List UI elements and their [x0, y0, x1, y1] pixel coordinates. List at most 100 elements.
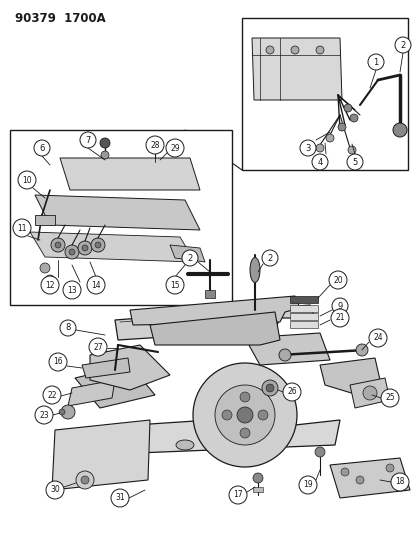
Circle shape — [45, 275, 55, 285]
Circle shape — [368, 329, 386, 347]
Polygon shape — [52, 420, 150, 490]
Circle shape — [89, 338, 107, 356]
Circle shape — [298, 476, 316, 494]
Polygon shape — [170, 245, 204, 262]
Text: 12: 12 — [45, 280, 55, 289]
Circle shape — [349, 114, 357, 122]
Circle shape — [355, 344, 367, 356]
Circle shape — [315, 144, 323, 152]
Text: 2: 2 — [399, 41, 405, 50]
Text: 21: 21 — [335, 313, 344, 322]
Text: 8: 8 — [65, 324, 71, 333]
Circle shape — [166, 276, 183, 294]
Circle shape — [315, 46, 323, 54]
Text: 26: 26 — [287, 387, 296, 397]
Circle shape — [282, 383, 300, 401]
Circle shape — [76, 471, 94, 489]
Circle shape — [101, 151, 109, 159]
Text: 28: 28 — [150, 141, 159, 149]
Circle shape — [278, 349, 290, 361]
Circle shape — [81, 476, 89, 484]
Bar — [10, 130, 231, 305]
Circle shape — [330, 309, 348, 327]
Circle shape — [311, 154, 327, 170]
Circle shape — [82, 245, 88, 251]
Polygon shape — [244, 333, 329, 365]
Circle shape — [100, 138, 110, 148]
Circle shape — [80, 132, 96, 148]
Polygon shape — [115, 305, 314, 340]
Text: 25: 25 — [384, 393, 394, 402]
Circle shape — [35, 406, 53, 424]
Polygon shape — [75, 365, 154, 408]
Text: 29: 29 — [170, 143, 179, 152]
Circle shape — [51, 238, 65, 252]
Circle shape — [392, 123, 406, 137]
Circle shape — [146, 136, 164, 154]
Polygon shape — [252, 38, 341, 100]
Circle shape — [192, 363, 296, 467]
Bar — [242, 18, 407, 170]
Bar — [252, 487, 262, 492]
Text: 6: 6 — [39, 143, 45, 152]
Polygon shape — [35, 215, 55, 225]
Circle shape — [362, 386, 376, 400]
Circle shape — [236, 407, 252, 423]
Text: 1: 1 — [373, 58, 378, 67]
Circle shape — [240, 428, 249, 438]
Text: 15: 15 — [170, 280, 179, 289]
Circle shape — [331, 298, 347, 314]
Circle shape — [46, 481, 64, 499]
Circle shape — [40, 263, 50, 273]
Circle shape — [221, 410, 231, 420]
Circle shape — [266, 46, 273, 54]
Circle shape — [367, 54, 383, 70]
Text: 9: 9 — [337, 302, 342, 311]
Circle shape — [61, 405, 75, 419]
Circle shape — [340, 468, 348, 476]
Polygon shape — [68, 380, 115, 406]
Polygon shape — [90, 345, 170, 390]
Circle shape — [328, 271, 346, 289]
Circle shape — [55, 242, 61, 248]
Circle shape — [337, 123, 345, 131]
Circle shape — [266, 384, 273, 392]
Circle shape — [13, 219, 31, 237]
Circle shape — [65, 245, 79, 259]
Circle shape — [299, 140, 315, 156]
Circle shape — [252, 473, 262, 483]
Text: 27: 27 — [93, 343, 102, 351]
Text: 5: 5 — [351, 157, 357, 166]
Polygon shape — [30, 232, 195, 262]
Circle shape — [95, 242, 101, 248]
Ellipse shape — [176, 440, 194, 450]
Polygon shape — [82, 358, 130, 378]
Circle shape — [34, 140, 50, 156]
Circle shape — [43, 386, 61, 404]
Text: 11: 11 — [17, 223, 27, 232]
Text: 13: 13 — [67, 286, 77, 295]
Circle shape — [347, 146, 355, 154]
Text: 10: 10 — [22, 175, 32, 184]
Text: 2: 2 — [187, 254, 192, 262]
Polygon shape — [60, 158, 199, 190]
Circle shape — [380, 389, 398, 407]
Circle shape — [166, 139, 183, 157]
Text: 2: 2 — [267, 254, 272, 262]
Circle shape — [290, 46, 298, 54]
Polygon shape — [35, 195, 199, 230]
Text: 4: 4 — [317, 157, 322, 166]
Circle shape — [261, 250, 277, 266]
Polygon shape — [60, 415, 339, 455]
Circle shape — [214, 385, 274, 445]
Circle shape — [261, 380, 277, 396]
Circle shape — [63, 281, 81, 299]
Polygon shape — [319, 358, 379, 395]
Polygon shape — [130, 296, 299, 325]
Circle shape — [60, 320, 76, 336]
Polygon shape — [150, 312, 279, 345]
Text: 18: 18 — [394, 478, 404, 487]
Bar — [289, 313, 317, 320]
Bar — [289, 296, 317, 303]
Circle shape — [394, 37, 410, 53]
